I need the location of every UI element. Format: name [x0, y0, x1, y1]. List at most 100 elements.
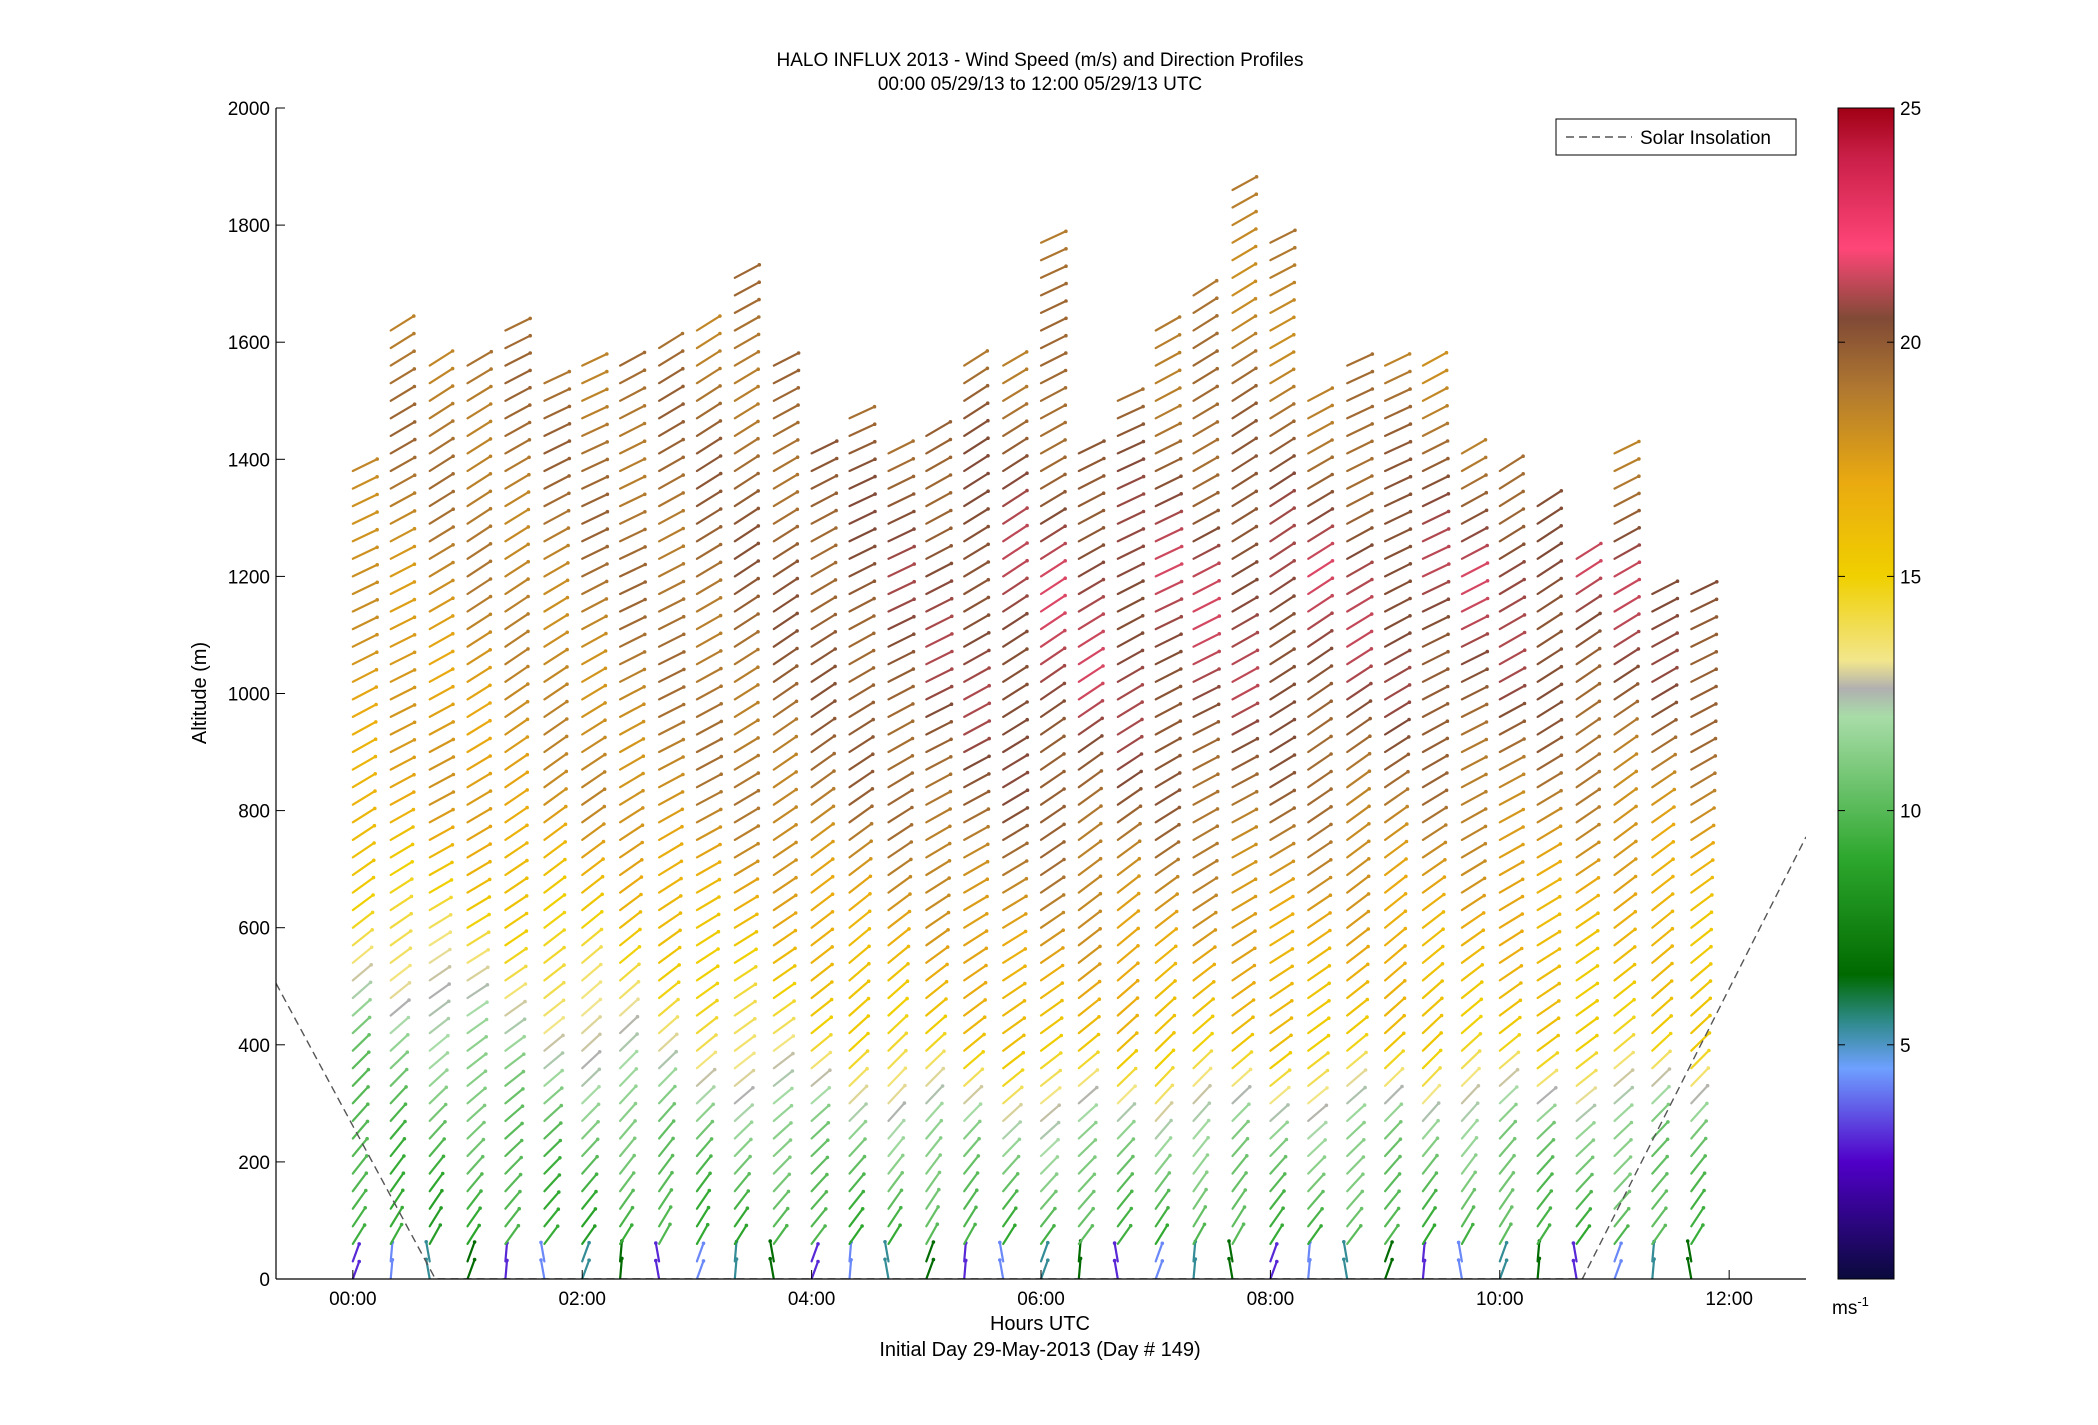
wind-barb: [351, 1260, 361, 1279]
wind-barb-head: [1178, 736, 1182, 741]
wind-barb-head: [834, 474, 839, 478]
wind-barb: [925, 720, 953, 736]
wind-barb: [581, 440, 609, 455]
wind-barb-head: [1520, 912, 1525, 916]
wind-barb: [466, 350, 493, 367]
wind-barb: [466, 1138, 485, 1158]
wind-barb: [504, 1224, 520, 1246]
wind-barb-head: [1286, 1103, 1290, 1107]
wind-barb-head: [448, 947, 452, 952]
wind-barb-head: [1445, 386, 1449, 390]
wind-barb: [1651, 1207, 1668, 1228]
wind-barb: [1002, 1172, 1019, 1193]
wind-barb-head: [1324, 1120, 1328, 1125]
wind-barb-head: [401, 1171, 406, 1175]
wind-barb-head: [605, 440, 609, 444]
wind-barb-head: [681, 597, 686, 601]
wind-barb: [504, 1000, 527, 1017]
wind-barb: [1690, 945, 1713, 964]
wind-barb-head: [1408, 387, 1412, 391]
wind-barb: [1613, 928, 1637, 947]
wind-barb-head: [752, 1034, 757, 1038]
wind-barb: [466, 842, 492, 859]
wind-barb-head: [1481, 911, 1486, 915]
wind-barb-head: [796, 368, 801, 373]
wind-barb-head: [642, 350, 647, 355]
wind-barb: [1346, 963, 1369, 982]
wind-barb: [1346, 892, 1370, 912]
wind-barb-head: [485, 983, 490, 987]
wind-barb-head: [641, 719, 646, 724]
wind-barb-head: [565, 578, 570, 583]
wind-barb: [351, 633, 379, 648]
wind-barb-head: [410, 877, 414, 881]
wind-barb-head: [1446, 667, 1450, 671]
wind-barb-head: [1166, 1206, 1170, 1210]
wind-barb: [1002, 368, 1028, 385]
wind-barb-head: [525, 717, 530, 722]
wind-barb-head: [1062, 822, 1066, 827]
wind-barb: [733, 1207, 749, 1228]
wind-barb-head: [714, 1033, 718, 1037]
wind-barb-head: [1330, 593, 1334, 598]
wind-barb-head: [768, 1256, 772, 1261]
wind-barb: [1192, 1136, 1210, 1158]
wind-barb-head: [408, 946, 413, 950]
wind-barb-head: [488, 630, 493, 634]
y-tick-label: 400: [238, 1036, 270, 1057]
wind-barb: [1077, 612, 1105, 631]
wind-barb-head: [791, 1034, 796, 1038]
wind-barb: [1421, 702, 1449, 719]
wind-barb: [657, 808, 684, 824]
wind-barb: [389, 964, 412, 982]
wind-barb: [466, 701, 492, 719]
wind-barb: [772, 682, 798, 701]
wind-barb-head: [1178, 386, 1182, 390]
wind-barb-head: [1253, 912, 1258, 916]
wind-barb-head: [443, 1120, 447, 1124]
wind-barb-head: [973, 1222, 977, 1227]
wind-barb: [581, 580, 608, 596]
wind-barb: [695, 472, 722, 490]
wind-barb: [428, 349, 454, 367]
wind-barb: [351, 1223, 366, 1246]
wind-barb: [1421, 1066, 1442, 1087]
wind-barb: [1269, 559, 1296, 578]
wind-barb: [466, 825, 492, 842]
wind-barb-head: [1014, 1206, 1018, 1210]
x-tick-label: 02:00: [558, 1289, 606, 1310]
wind-barb-head: [949, 737, 953, 742]
wind-barb-head: [1292, 770, 1297, 775]
wind-barb-head: [681, 402, 685, 406]
wind-barb: [848, 1224, 864, 1246]
wind-barb: [1116, 631, 1144, 648]
wind-barb: [1498, 455, 1525, 473]
wind-barb-head: [1288, 1050, 1293, 1055]
wind-barb-head: [1024, 350, 1029, 354]
wind-barb: [848, 910, 871, 929]
wind-barb: [1421, 1049, 1442, 1070]
wind-barb-head: [873, 527, 877, 531]
wind-barb: [389, 686, 416, 701]
wind-barb-head: [1255, 666, 1260, 670]
wind-barb: [772, 823, 798, 842]
wind-barb-head: [1059, 1051, 1063, 1055]
wind-barb: [1383, 770, 1410, 789]
wind-barb: [1192, 562, 1221, 578]
wind-barb: [733, 754, 760, 771]
wind-barb-head: [528, 316, 532, 321]
wind-barb-head: [1205, 1153, 1210, 1157]
wind-barb-head: [409, 911, 414, 916]
wind-barb-head: [1063, 403, 1068, 408]
wind-barb: [581, 1015, 602, 1035]
wind-barb-head: [567, 456, 572, 461]
wind-barb-head: [1095, 1085, 1099, 1090]
wind-barb: [1613, 910, 1637, 929]
wind-barb: [1154, 754, 1182, 771]
wind-barb-head: [912, 632, 916, 636]
wind-barb: [963, 981, 987, 1000]
wind-barb: [351, 1033, 371, 1052]
wind-barb: [1077, 440, 1106, 455]
wind-barb: [1154, 1049, 1175, 1070]
wind-barb: [1536, 878, 1562, 894]
